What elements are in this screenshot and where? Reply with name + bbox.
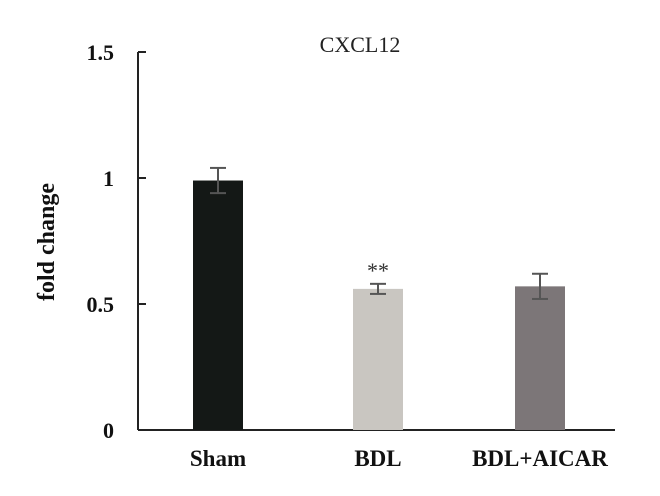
bar-sham: [193, 180, 243, 430]
bar-bdl-aicar: [515, 286, 565, 430]
bars: [193, 180, 565, 430]
y-axis-label: fold change: [34, 183, 60, 301]
x-ticks: Sham BDL BDL+AICAR: [190, 446, 608, 471]
x-tick-label: Sham: [190, 446, 246, 471]
bar-bdl: [353, 288, 403, 430]
y-tick-label: 0.5: [87, 292, 115, 317]
error-bars: [210, 166, 548, 300]
significance-marker: **: [367, 258, 389, 283]
chart-title: CXCL12: [320, 32, 401, 57]
x-tick-label: BDL+AICAR: [472, 446, 608, 471]
y-tick-label: 0: [103, 418, 114, 443]
y-tick-label: 1: [103, 166, 114, 191]
x-tick-label: BDL: [354, 446, 401, 471]
y-tick-label: 1.5: [87, 40, 115, 65]
annotations: **: [367, 258, 389, 283]
y-ticks: 0 0.5 1 1.5: [87, 40, 146, 443]
